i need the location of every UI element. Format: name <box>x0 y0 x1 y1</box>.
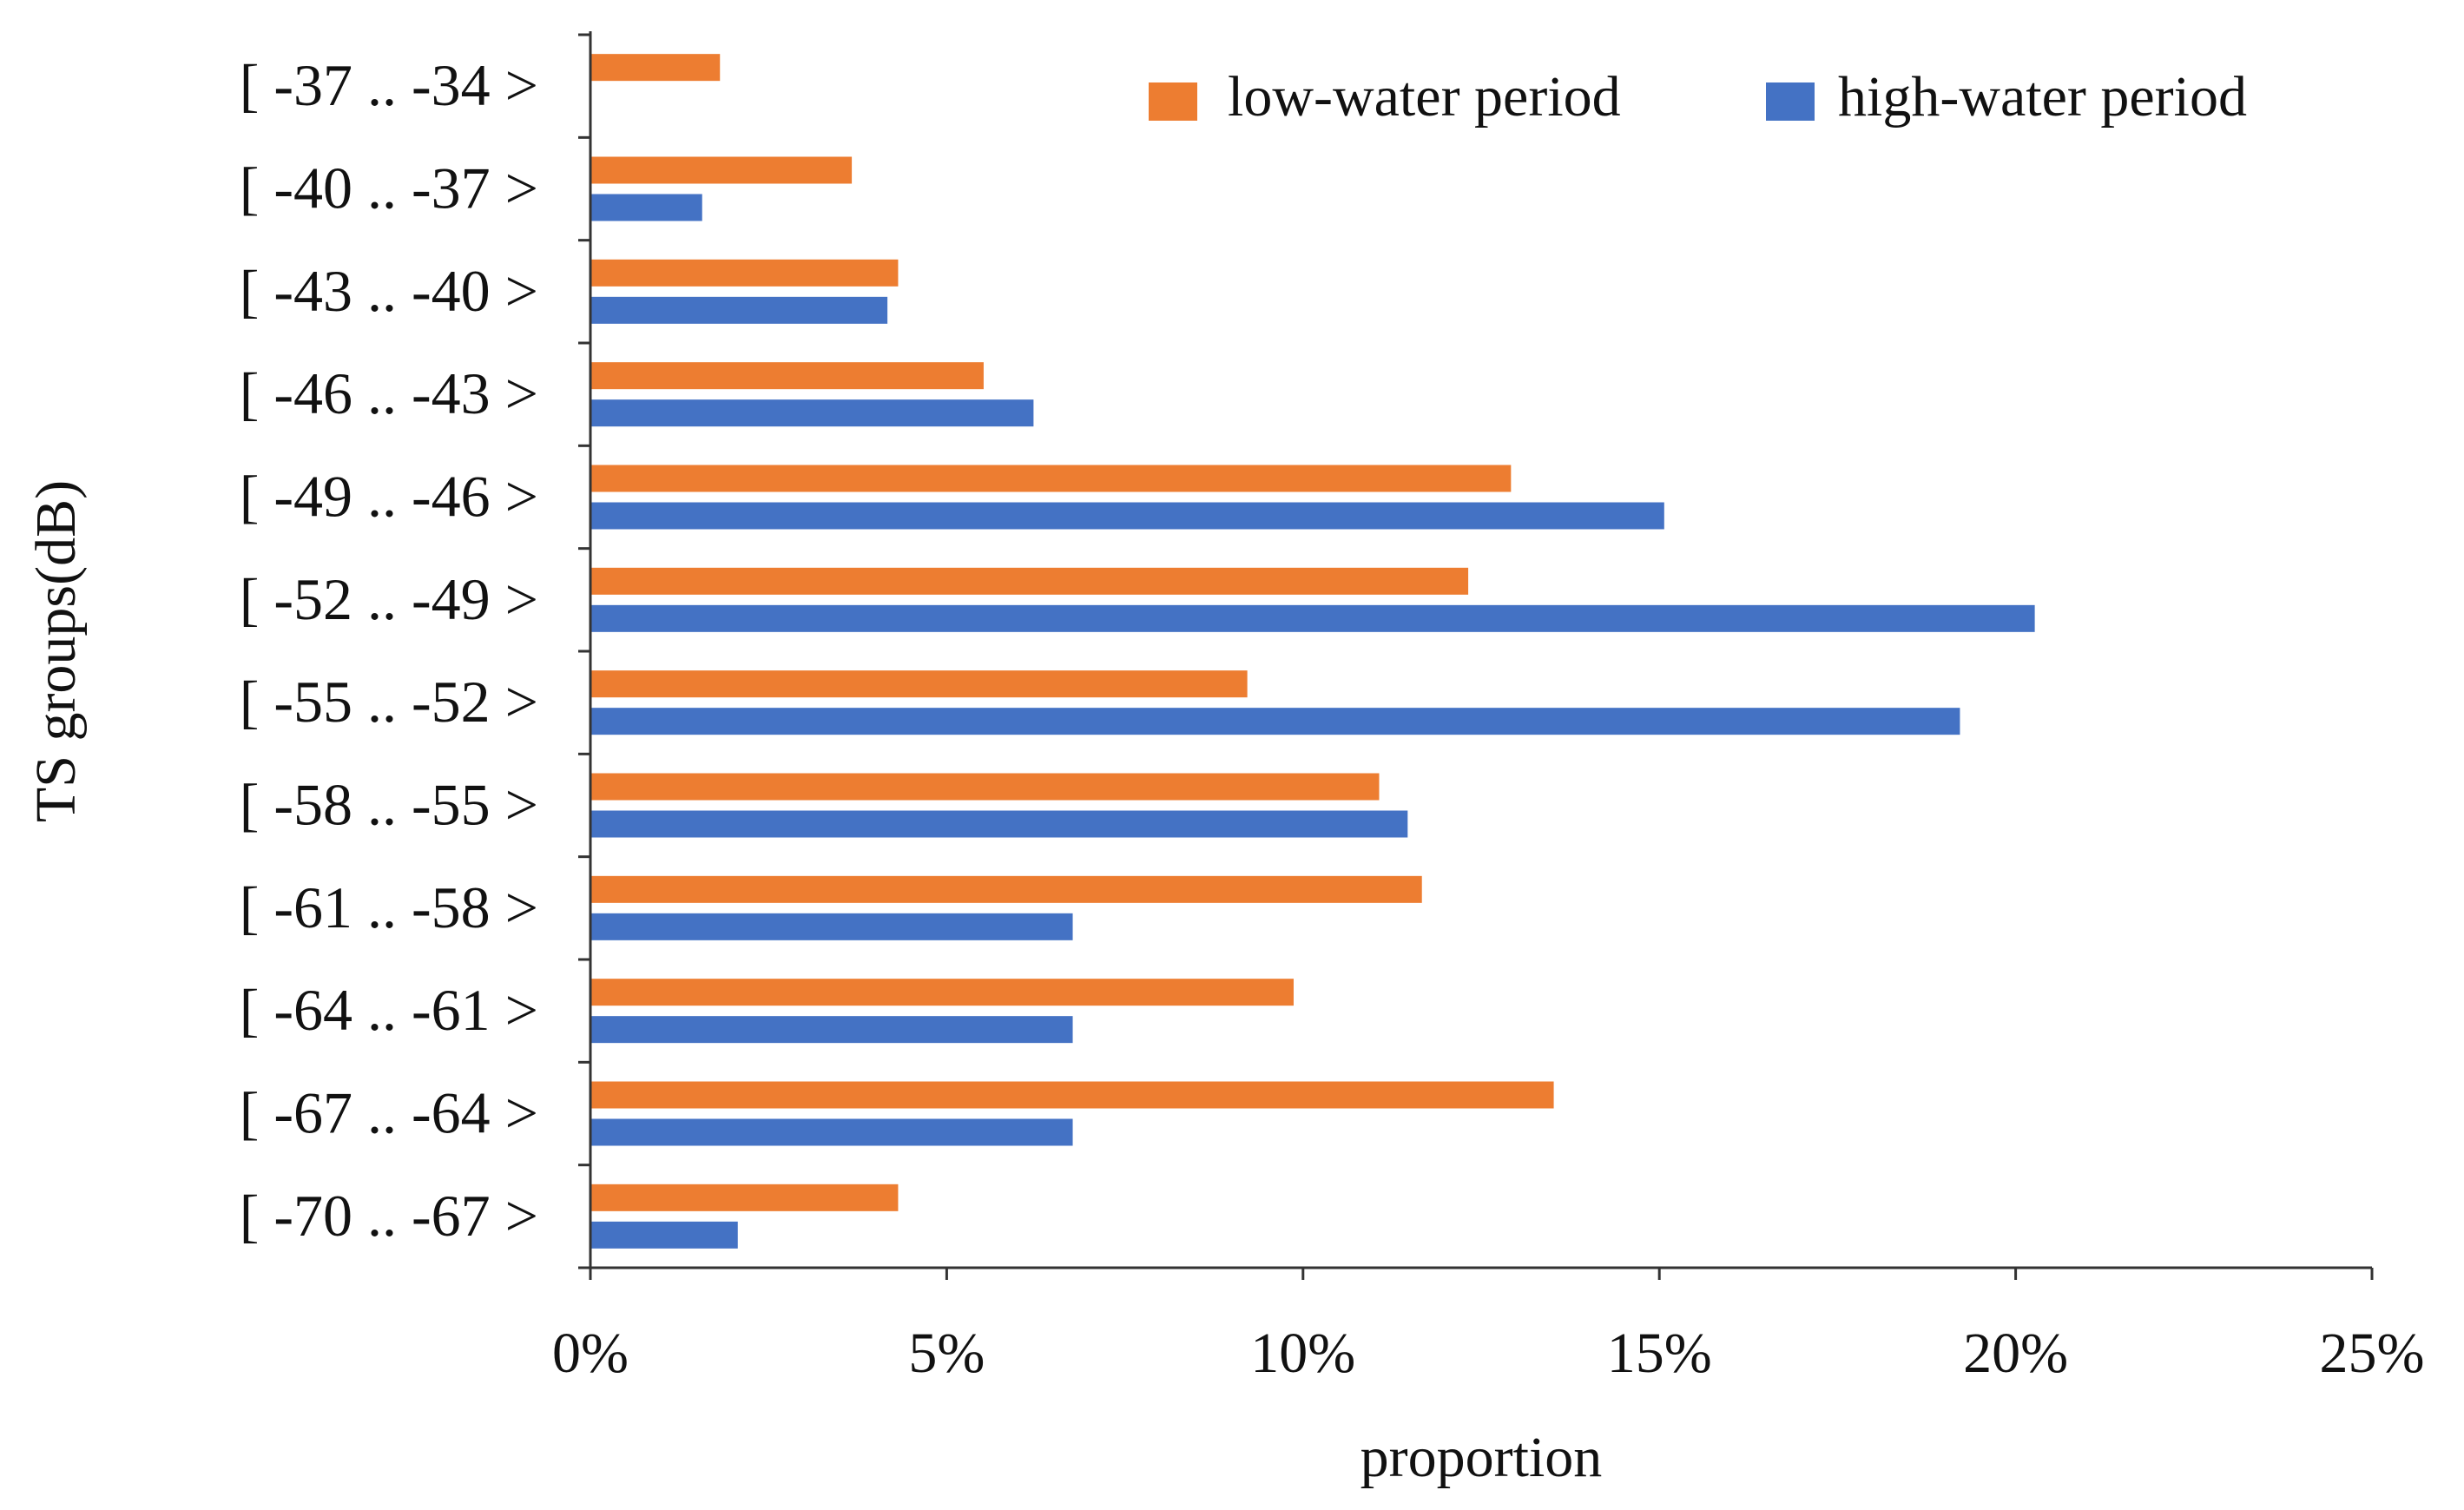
category-labels-group: [ -37 .. -34 > [ -40 .. -37 > [ -43 .. -40… <box>240 52 538 1249</box>
category-label: [ -49 .. -46 > <box>240 464 538 530</box>
bar-high-water <box>591 502 1664 530</box>
category-label: [ -37 .. -34 > <box>240 52 538 118</box>
category-label: [ -55 .. -52 > <box>240 669 538 735</box>
y-axis-title: TS groups(dB) <box>24 480 88 822</box>
legend-label-low-water: low-water period <box>1228 65 1621 129</box>
bar-high-water <box>591 1016 1073 1044</box>
bar-low-water <box>591 979 1294 1006</box>
bar-low-water <box>591 567 1469 595</box>
bar-high-water <box>591 810 1408 838</box>
bar-high-water <box>591 296 888 324</box>
x-tick-label: 10% <box>1250 1322 1355 1385</box>
bar-high-water <box>591 1221 738 1249</box>
bar-low-water <box>591 156 853 184</box>
x-ticks-group <box>589 1268 2374 1280</box>
category-label: [ -40 .. -37 > <box>240 155 538 221</box>
legend-swatch-high-water <box>1766 82 1815 121</box>
bar-high-water <box>591 913 1073 940</box>
bar-low-water <box>591 1184 899 1211</box>
category-label: [ -58 .. -55 > <box>240 772 538 838</box>
bar-low-water <box>591 875 1422 903</box>
bars-group <box>591 54 2035 1249</box>
category-label: [ -70 .. -67 > <box>240 1183 538 1249</box>
bar-low-water <box>591 670 1248 698</box>
category-label: [ -64 .. -61 > <box>240 977 538 1043</box>
x-axis-title: proportion <box>1360 1426 1603 1489</box>
y-ticks-group <box>578 33 590 1269</box>
bar-low-water <box>591 362 984 390</box>
category-label: [ -43 .. -40 > <box>240 258 538 324</box>
bar-high-water <box>591 708 1960 735</box>
legend-swatch-low-water <box>1149 82 1197 121</box>
x-tick-label: 5% <box>908 1322 985 1385</box>
x-tick-labels-group: 0% 5% 10% 15% 20% 25% <box>552 1322 2424 1385</box>
bar-low-water <box>591 54 721 82</box>
x-tick-label: 20% <box>1963 1322 2068 1385</box>
category-label: [ -46 .. -43 > <box>240 360 538 426</box>
x-tick-label: 15% <box>1607 1322 1712 1385</box>
x-tick-label: 0% <box>552 1322 629 1385</box>
bar-low-water <box>591 259 899 287</box>
bar-low-water <box>591 1081 1554 1109</box>
bar-high-water <box>591 399 1034 427</box>
bar-high-water <box>591 194 702 221</box>
bar-high-water <box>591 604 2035 632</box>
bar-high-water <box>591 1118 1073 1146</box>
legend-label-high-water: high-water period <box>1838 65 2247 129</box>
legend: low-water period high-water period <box>1149 65 2247 129</box>
category-label: [ -61 .. -58 > <box>240 874 538 940</box>
x-tick-label: 25% <box>2320 1322 2425 1385</box>
bar-low-water <box>591 773 1380 801</box>
category-label: [ -67 .. -64 > <box>240 1080 538 1146</box>
bar-low-water <box>591 465 1512 492</box>
category-label: [ -52 .. -49 > <box>240 566 538 632</box>
